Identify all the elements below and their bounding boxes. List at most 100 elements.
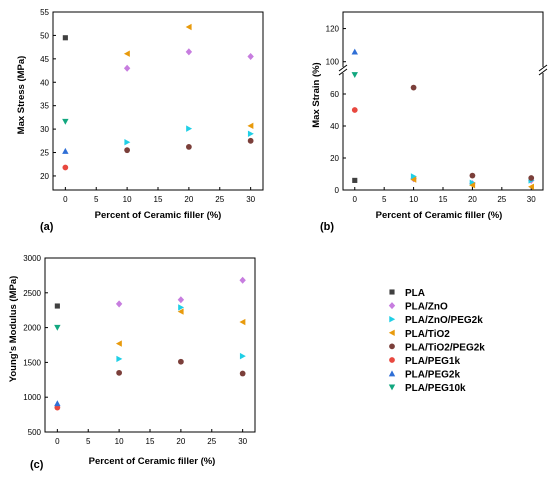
panel-b-frame-lower	[342, 73, 544, 191]
axis-break-mark	[338, 68, 348, 76]
x-tick-label: 25	[207, 437, 216, 446]
data-point-pla-zno-peg2k	[124, 139, 131, 146]
data-point-pla-peg10k	[54, 324, 61, 331]
data-point-pla-tio2-peg2k	[528, 175, 535, 181]
x-tick-label: 10	[409, 195, 418, 204]
data-point-pla-tio2	[177, 308, 184, 315]
panel-c-tag: (c)	[30, 459, 44, 471]
data-point-pla-tio2	[239, 318, 246, 326]
data-point-pla-tio2	[115, 340, 122, 347]
x-tick-label: 5	[382, 195, 387, 204]
x-tick-label: 10	[115, 437, 124, 446]
y-tick-label: 30	[40, 125, 49, 134]
data-point-pla-zno-peg2k	[116, 355, 123, 363]
data-point-pla-zno-peg2k	[247, 130, 254, 137]
legend-label: PLA	[405, 288, 425, 299]
y-tick-label: 500	[28, 428, 42, 437]
data-point-pla-tio2-peg2k	[239, 370, 246, 377]
x-tick-label: 0	[63, 195, 68, 204]
data-point-pla-zno	[115, 300, 123, 308]
data-point-pla-peg1k	[54, 404, 61, 411]
y-tick-label: 45	[40, 55, 49, 64]
panel-b-marks: 0 5 10 15 20 25 30 0 20 40 60 100 120	[326, 11, 548, 204]
y-tick-label: 35	[40, 102, 49, 111]
legend-marker-pla-tio2	[388, 329, 395, 336]
data-point-pla-zno	[247, 52, 254, 61]
panel-a-ylabel: Max Stress (MPa)	[16, 56, 27, 135]
x-tick-label: 30	[238, 437, 247, 446]
panel-b-tag: (b)	[320, 221, 334, 233]
legend-marker-pla	[389, 289, 395, 295]
y-tick-label: 40	[40, 78, 49, 87]
legend-marker-pla-zno	[388, 302, 396, 310]
legend-marker-pla-tio2-peg2k	[389, 343, 395, 350]
y-tick-label: 20	[330, 154, 339, 163]
panel-b: 0 5 10 15 20 25 30 0 20 40 60 100 120 Percent of Cer…	[311, 11, 548, 233]
data-point-pla-tio2	[410, 176, 417, 183]
panel-b-xlabel: Percent of Ceramic filler (%)	[376, 210, 503, 221]
y-tick-label: 1000	[23, 393, 41, 402]
x-tick-label: 15	[439, 195, 448, 204]
legend-marker-pla-peg2k	[388, 370, 396, 377]
y-tick-label: 2500	[23, 289, 41, 298]
x-tick-label: 5	[86, 437, 91, 446]
data-point-pla-peg1k	[351, 107, 358, 113]
y-tick-label: 20	[40, 172, 49, 181]
data-point-pla-peg1k	[62, 164, 69, 171]
legend-marker-pla-zno-peg2k	[389, 316, 396, 323]
panel-c: 0 5 10 15 20 25 30 500 1000 1500 2000 2500 3000 Perc…	[8, 254, 256, 471]
y-tick-label: 100	[326, 58, 340, 67]
data-point-pla-tio2-peg2k	[124, 147, 130, 154]
data-point-pla-peg2k	[351, 48, 358, 55]
panel-a-tag: (a)	[40, 221, 54, 233]
x-tick-label: 30	[246, 195, 255, 204]
legend-label: PLA/ZnO/PEG2k	[405, 315, 483, 326]
legend-marker-pla-peg1k	[389, 357, 395, 363]
y-tick-label: 25	[40, 149, 49, 158]
data-point-pla-zno	[185, 48, 193, 56]
panel-b-frame-upper	[342, 11, 544, 67]
y-tick-label: 55	[40, 8, 49, 17]
x-tick-label: 15	[154, 195, 163, 204]
x-tick-label: 5	[94, 195, 99, 204]
data-point-pla-zno	[177, 296, 185, 304]
data-point-pla-tio2-peg2k	[186, 144, 192, 150]
data-point-pla-peg10k	[62, 118, 69, 125]
panel-a-frame	[52, 11, 264, 191]
x-tick-label: 20	[176, 437, 185, 446]
data-point-pla	[62, 35, 68, 41]
panel-c-frame	[44, 257, 256, 433]
x-tick-label: 10	[123, 195, 132, 204]
panel-a-marks: 0 5 10 15 20 25 30 20 25 30 35 40 45 50 55	[40, 8, 264, 204]
data-point-pla-tio2	[185, 23, 192, 31]
x-tick-label: 20	[468, 195, 477, 204]
data-point-pla-tio2-peg2k	[178, 358, 184, 365]
legend-marker-pla-peg10k	[388, 384, 396, 391]
data-point-pla-tio2-peg2k	[116, 369, 122, 376]
legend-label: PLA/ZnO	[405, 302, 448, 313]
data-point-pla-tio2-peg2k	[247, 137, 254, 144]
x-tick-label: 15	[146, 437, 155, 446]
data-point-pla	[352, 177, 358, 183]
data-point-pla-tio2	[528, 183, 534, 190]
x-tick-label: 30	[527, 195, 536, 204]
panel-c-marks: 0 5 10 15 20 25 30 500 1000 1500 2000 2500 3000	[23, 254, 256, 446]
data-point-pla-zno-peg2k	[239, 352, 246, 360]
data-point-pla-zno-peg2k	[410, 173, 417, 180]
legend-label: PLA/PEG2k	[405, 370, 460, 381]
data-point-pla-peg2k	[62, 147, 69, 154]
data-point-pla-peg2k	[54, 400, 61, 407]
y-tick-label: 1500	[23, 358, 41, 367]
data-point-pla-tio2	[247, 122, 254, 130]
x-tick-label: 0	[55, 437, 60, 446]
y-tick-label: 2000	[23, 324, 41, 333]
data-point-pla-zno-peg2k	[186, 125, 193, 132]
panel-b-ylabel: Max Strain (%)	[311, 62, 322, 127]
y-tick-label: 3000	[23, 254, 41, 263]
data-point-pla-zno	[123, 64, 131, 72]
data-point-pla-zno	[239, 276, 246, 284]
y-tick-label: 40	[330, 122, 339, 131]
data-point-pla-tio2-peg2k	[410, 84, 417, 91]
axis-break-mark	[538, 68, 548, 76]
